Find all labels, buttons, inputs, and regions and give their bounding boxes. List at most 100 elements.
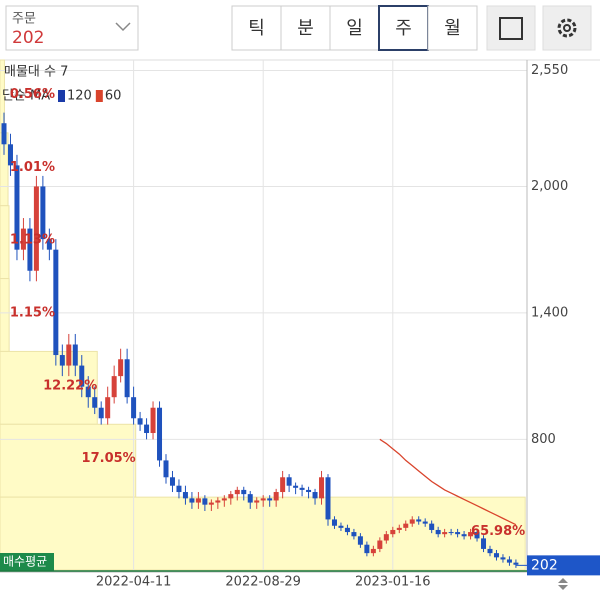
last-price-label: 202 [531,557,558,573]
ma-line [379,438,517,526]
volume-band-label: 65.98% [471,524,525,539]
candle-body [7,144,13,166]
candle-body [338,525,344,528]
tab-label: 분 [297,18,314,39]
candle-body [403,523,409,528]
candle-body [105,397,111,419]
volume-band [0,205,10,280]
order-dropdown[interactable]: 주문 202 [5,5,139,51]
candle-body [195,498,201,503]
candle-body [241,489,247,495]
candle-body [176,485,182,493]
candle-body [189,498,195,503]
gear-hub [563,24,571,32]
sort-up[interactable] [558,578,568,583]
volume-band-label: 1.13% [10,233,55,248]
candle-body [325,477,331,520]
tab-button[interactable] [280,5,331,51]
candle-body [260,498,266,501]
volume-band-label: 0.56% [10,87,55,102]
candle-body [513,562,519,565]
profile-label: 매물대 수 7 [4,65,68,80]
candle-body [422,521,428,524]
candle-body [27,228,33,271]
candle-body [124,359,130,398]
ma-label: 단순 MA [2,89,50,104]
x-tick-label: 2023-01-16 [355,575,431,590]
candle-body [357,536,363,545]
volume-band-label: 17.05% [82,451,136,466]
candle-body [435,529,441,535]
candle-body [33,186,39,271]
volume-band-label: 1.15% [10,306,55,321]
candle-body [273,492,279,501]
candle-body [169,477,175,486]
candle-body [364,544,370,554]
tab-label: 주 [395,18,412,39]
candle-body [208,502,214,505]
candle-body [506,559,512,563]
candle-body [14,165,20,250]
last-price-box [527,555,600,576]
legend-label: 60 [105,89,122,104]
candle-body [409,519,415,524]
volume-band [0,423,137,498]
candle-body [455,532,461,535]
candle-body [85,386,91,398]
sort-down[interactable] [558,585,568,590]
candle-body [474,532,480,539]
candle-body [370,548,376,554]
settings-button[interactable] [542,5,592,51]
candle-body [468,532,474,537]
y-tick-label: 800 [531,432,556,447]
candle-body [79,365,85,387]
candle-body [396,527,402,530]
candle-body [234,489,240,495]
volume-band [0,278,10,352]
candle-body [493,553,499,558]
chevron [115,22,131,32]
tab-button[interactable] [427,5,478,51]
volume-band [0,350,98,425]
candle-body [461,534,467,537]
candle-body [429,523,435,530]
candle-body [59,355,65,366]
tab-button[interactable] [329,5,380,51]
candle-body [150,407,156,434]
layout-button[interactable] [486,5,536,51]
candle-body [118,359,124,377]
legend-swatch [58,90,65,102]
tab-label: 일 [346,18,363,39]
candle-body [137,418,143,425]
chart [0,59,527,571]
volume-band-label: 12.22% [43,378,97,393]
candle-body [20,228,26,250]
order-label: 주문 [12,12,36,27]
candle-body [286,477,292,486]
candle-body [280,477,286,493]
y-tick-label: 2,000 [531,179,568,194]
tab-label: 틱 [248,18,265,39]
tab-button[interactable] [231,5,282,51]
gear-teeth [557,18,577,38]
candle-body [351,532,357,537]
candle-body [383,534,389,541]
candle-body [487,548,493,554]
candle-body [215,500,221,503]
candle-body [448,532,454,534]
tab-label: 월 [444,18,461,39]
candle-body [66,344,72,366]
candle-body [46,239,52,250]
volume-band-label: 1.01% [10,160,55,175]
candle-body [1,123,7,145]
candle-body [267,498,273,501]
candle-body [228,494,234,499]
avg-buy-label: 매수평균 [3,555,47,569]
candle-body [312,492,318,499]
candle-body [442,532,448,535]
candle-body [247,494,253,503]
candle-body [182,492,188,499]
candle-body [319,477,325,499]
dropdown-box[interactable] [5,5,139,51]
